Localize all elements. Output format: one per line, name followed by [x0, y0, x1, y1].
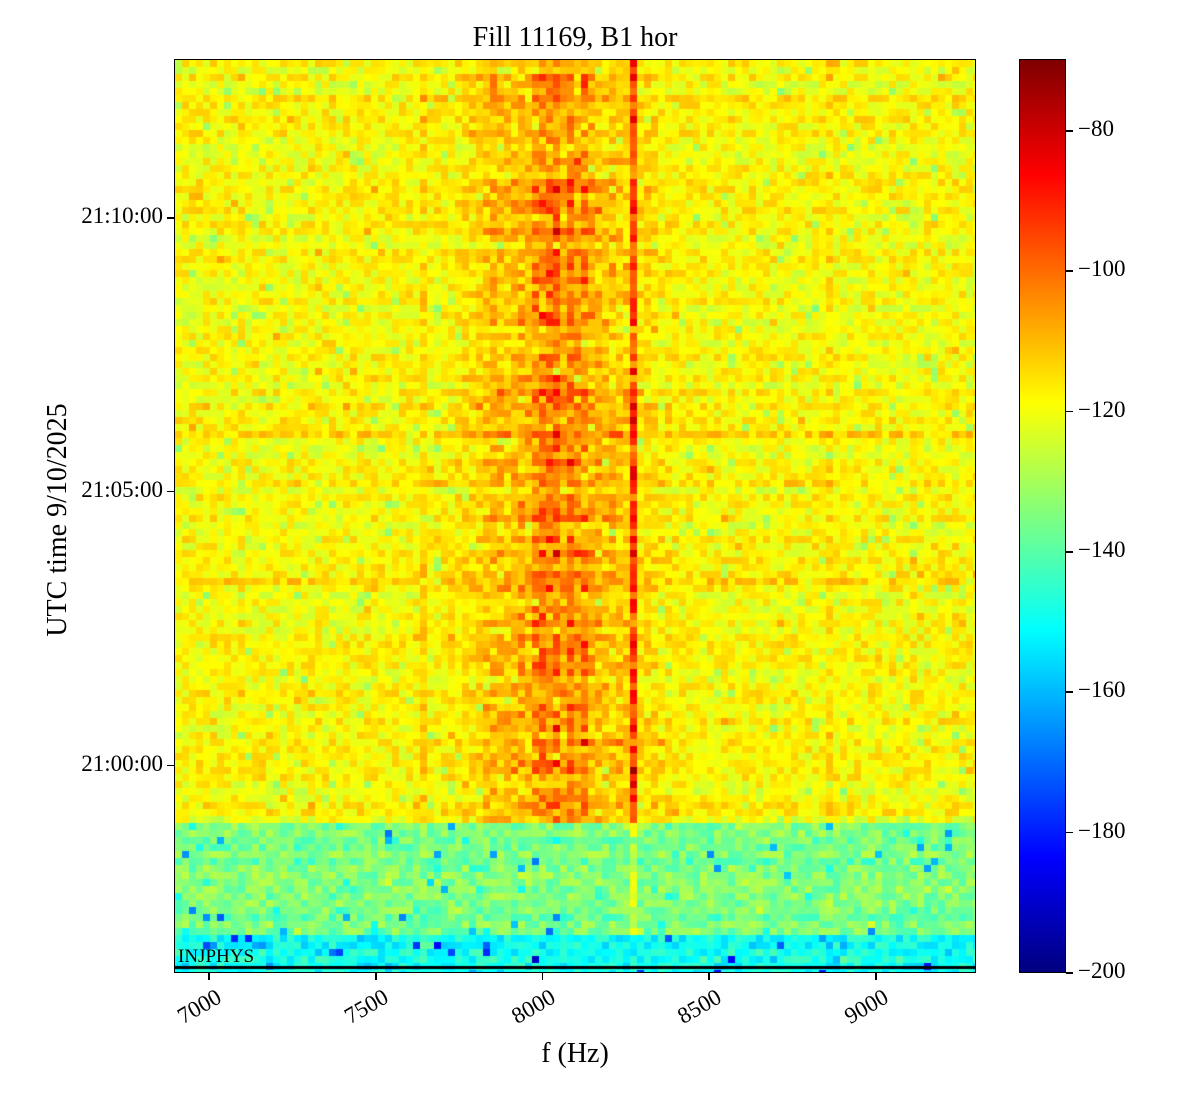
- x-tick-mark: [208, 973, 210, 980]
- figure-title: Fill 11169, B1 hor: [472, 22, 678, 53]
- colorbar-tick-mark: [1066, 551, 1073, 553]
- y-axis-label: UTC time 9/10/2025: [42, 403, 73, 637]
- y-tick-label: 21:10:00: [81, 203, 163, 229]
- x-tick-label: 8000: [506, 984, 560, 1029]
- colorbar-tick-label: −180: [1078, 817, 1126, 843]
- x-tick-mark: [708, 973, 710, 980]
- y-tick-label: 21:05:00: [81, 476, 163, 502]
- colorbar-tick-label: −200: [1078, 958, 1126, 983]
- x-axis-label: f (Hz): [541, 1038, 609, 1069]
- colorbar-tick-label: −100: [1078, 256, 1126, 282]
- colorbar-canvas: [1020, 60, 1065, 972]
- colorbar-tick-mark: [1066, 972, 1073, 974]
- colorbar-tick-mark: [1066, 130, 1073, 132]
- x-tick-mark: [541, 973, 544, 980]
- colorbar-tick-label: −80: [1078, 116, 1114, 142]
- colorbar-tick-label: −120: [1078, 396, 1126, 422]
- heatmap-canvas: [175, 60, 975, 972]
- x-tick-mark: [375, 973, 377, 980]
- x-tick-label: 8500: [673, 984, 726, 1029]
- colorbar-tick-mark: [1066, 270, 1073, 272]
- colorbar-tick-mark: [1066, 410, 1073, 413]
- y-tick-label: 21:00:00: [81, 750, 163, 776]
- y-tick-mark: [167, 217, 174, 219]
- colorbar-tick-mark: [1066, 831, 1073, 834]
- x-tick-mark: [875, 973, 877, 980]
- colorbar: [1019, 59, 1066, 973]
- colorbar-tick-label: −140: [1078, 537, 1126, 563]
- injphys-annotation: INJPHYS: [178, 946, 255, 967]
- y-tick-mark: [167, 490, 174, 493]
- x-tick-label: 9000: [840, 984, 893, 1029]
- x-tick-label: 7000: [173, 984, 226, 1029]
- colorbar-tick-mark: [1066, 691, 1073, 693]
- x-tick-label: 7500: [340, 984, 393, 1029]
- y-tick-mark: [167, 764, 174, 767]
- plot-area: INJPHYS: [174, 59, 976, 973]
- colorbar-tick-label: −160: [1078, 677, 1126, 703]
